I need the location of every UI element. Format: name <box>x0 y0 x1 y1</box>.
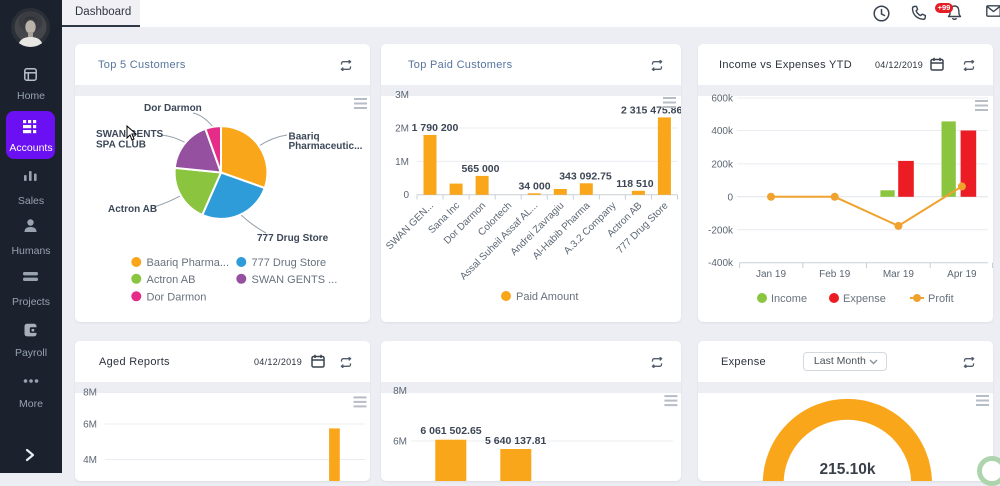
svg-text:SPA CLUB: SPA CLUB <box>96 140 146 151</box>
svg-text:Dor Darmon: Dor Darmon <box>144 103 202 114</box>
svg-text:-400k: -400k <box>708 258 734 269</box>
svg-text:6M: 6M <box>393 437 407 448</box>
svg-text:SWAN GENTS ...: SWAN GENTS ... <box>252 274 338 286</box>
svg-text:3M: 3M <box>395 90 409 101</box>
svg-text:Baariq: Baariq <box>289 132 320 143</box>
svg-text:Income: Income <box>771 293 807 305</box>
svg-text:34 000: 34 000 <box>518 180 550 192</box>
svg-text:2M: 2M <box>395 123 409 134</box>
svg-text:Actron AB: Actron AB <box>108 204 157 215</box>
svg-text:4M: 4M <box>83 455 97 466</box>
svg-text:Pharmaceutic...: Pharmaceutic... <box>289 141 363 152</box>
svg-text:6 061 502.65: 6 061 502.65 <box>420 425 481 437</box>
svg-text:6M: 6M <box>83 420 97 431</box>
svg-text:8M: 8M <box>393 386 407 397</box>
svg-text:400k: 400k <box>711 126 734 137</box>
svg-text:Feb 19: Feb 19 <box>819 269 851 280</box>
svg-text:-200k: -200k <box>708 225 734 236</box>
svg-text:Apr 19: Apr 19 <box>947 269 977 280</box>
svg-text:1M: 1M <box>395 157 409 168</box>
svg-text:343 092.75: 343 092.75 <box>559 170 612 182</box>
svg-text:1 790 200: 1 790 200 <box>412 122 459 134</box>
svg-text:Profit: Profit <box>928 293 954 305</box>
svg-text:Jan 19: Jan 19 <box>756 269 786 280</box>
svg-text:777 Drug Store: 777 Drug Store <box>252 257 327 269</box>
svg-text:Actron AB: Actron AB <box>147 274 196 286</box>
svg-text:Baariq Pharma...: Baariq Pharma... <box>147 257 230 269</box>
svg-text:Expense: Expense <box>843 293 886 305</box>
svg-text:8M: 8M <box>83 388 97 399</box>
svg-text:0: 0 <box>403 190 409 201</box>
svg-text:Dor Darmon: Dor Darmon <box>147 291 207 303</box>
svg-text:200k: 200k <box>711 159 734 170</box>
svg-text:777 Drug Store: 777 Drug Store <box>257 233 329 244</box>
svg-text:118 510: 118 510 <box>616 178 654 190</box>
svg-text:565 000: 565 000 <box>462 163 500 175</box>
svg-text:0: 0 <box>727 192 733 203</box>
svg-text:Mar 19: Mar 19 <box>883 269 915 280</box>
svg-text:600k: 600k <box>711 94 734 105</box>
svg-text:5 640 137.81: 5 640 137.81 <box>485 435 546 447</box>
svg-text:215.10k: 215.10k <box>819 461 875 478</box>
svg-text:Paid Amount: Paid Amount <box>516 291 578 303</box>
